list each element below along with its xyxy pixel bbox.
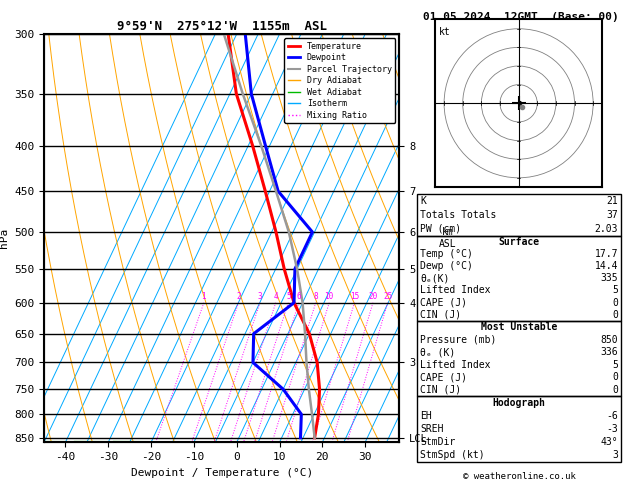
Text: CAPE (J): CAPE (J) [420,372,467,382]
Text: 0: 0 [613,372,618,382]
Text: -3: -3 [606,424,618,434]
Title: 9°59'N  275°12'W  1155m  ASL: 9°59'N 275°12'W 1155m ASL [117,20,326,33]
Text: 25: 25 [383,292,392,301]
Text: EH: EH [420,411,432,421]
X-axis label: Dewpoint / Temperature (°C): Dewpoint / Temperature (°C) [131,468,313,478]
Text: 4: 4 [274,292,278,301]
Text: 850: 850 [601,334,618,345]
Text: Mixing Ratio (g/kg): Mixing Ratio (g/kg) [423,187,432,289]
Text: CIN (J): CIN (J) [420,385,461,395]
Text: Dewp (°C): Dewp (°C) [420,261,473,271]
Text: 3: 3 [613,450,618,460]
Text: 10: 10 [325,292,334,301]
Text: 0: 0 [613,310,618,320]
Text: 20: 20 [369,292,377,301]
Text: CAPE (J): CAPE (J) [420,297,467,308]
Text: CIN (J): CIN (J) [420,310,461,320]
Text: StmDir: StmDir [420,437,455,447]
Text: 5: 5 [613,285,618,295]
Text: 3: 3 [258,292,262,301]
Text: SREH: SREH [420,424,443,434]
Text: Surface: Surface [499,237,540,247]
Text: 335: 335 [601,273,618,283]
Text: 8: 8 [313,292,318,301]
Text: 43°: 43° [601,437,618,447]
Text: -6: -6 [606,411,618,421]
Text: Hodograph: Hodograph [493,398,546,408]
Text: 21: 21 [606,196,618,206]
Text: 01.05.2024  12GMT  (Base: 00): 01.05.2024 12GMT (Base: 00) [423,12,618,22]
Text: 5: 5 [286,292,291,301]
Text: 15: 15 [350,292,359,301]
Text: 336: 336 [601,347,618,357]
Text: Pressure (mb): Pressure (mb) [420,334,496,345]
Text: 2: 2 [237,292,241,301]
Text: 2.03: 2.03 [595,224,618,234]
Legend: Temperature, Dewpoint, Parcel Trajectory, Dry Adiabat, Wet Adiabat, Isotherm, Mi: Temperature, Dewpoint, Parcel Trajectory… [284,38,395,123]
Text: 1: 1 [201,292,206,301]
Text: 0: 0 [613,297,618,308]
Text: 0: 0 [613,385,618,395]
Text: θₑ (K): θₑ (K) [420,347,455,357]
Text: PW (cm): PW (cm) [420,224,461,234]
Text: 14.4: 14.4 [595,261,618,271]
Text: 6: 6 [296,292,301,301]
Text: 37: 37 [606,210,618,220]
Text: 17.7: 17.7 [595,249,618,259]
Text: Lifted Index: Lifted Index [420,360,491,370]
Text: 5: 5 [613,360,618,370]
Text: © weatheronline.co.uk: © weatheronline.co.uk [463,472,576,481]
Y-axis label: km
ASL: km ASL [438,227,456,249]
Text: θₑ(K): θₑ(K) [420,273,450,283]
Text: K: K [420,196,426,206]
Text: Totals Totals: Totals Totals [420,210,496,220]
Text: Most Unstable: Most Unstable [481,322,557,332]
Text: StmSpd (kt): StmSpd (kt) [420,450,485,460]
Text: kt: kt [438,27,450,37]
Text: Temp (°C): Temp (°C) [420,249,473,259]
Y-axis label: hPa: hPa [0,228,9,248]
Text: Lifted Index: Lifted Index [420,285,491,295]
